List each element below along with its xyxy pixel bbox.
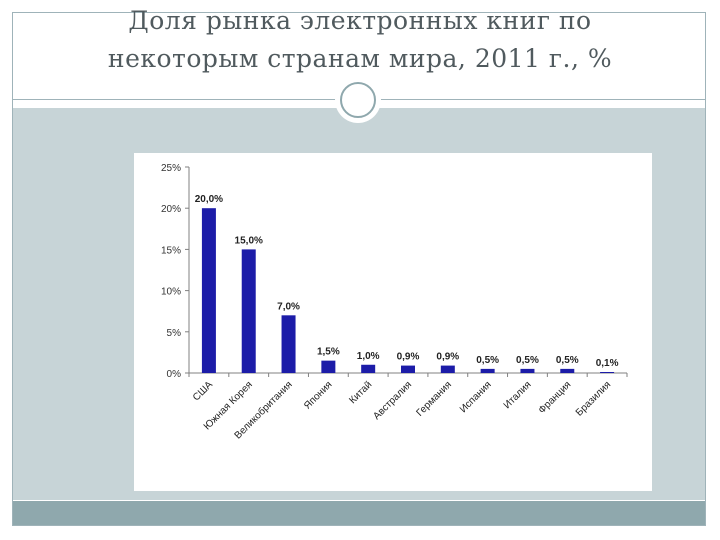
bar <box>520 368 535 373</box>
bar <box>281 315 296 373</box>
category-label: Бразилия <box>574 379 613 418</box>
bar <box>401 365 415 373</box>
chart-container: 0% 5% 10% 15% 20% 25% 20,0% США 15,0% Южная Корея… <box>134 153 652 491</box>
bar <box>560 368 575 373</box>
bar <box>201 208 216 373</box>
data-label: 0,5% <box>556 355 579 366</box>
bar <box>440 365 455 373</box>
category-label: Франция <box>537 379 574 416</box>
y-tick-label: 15% <box>161 245 181 256</box>
bar <box>480 368 495 373</box>
data-label: 20,0% <box>195 194 223 205</box>
category-label: Испания <box>458 379 494 415</box>
data-label: 1,0% <box>357 351 380 362</box>
data-label: 1,5% <box>317 347 340 358</box>
y-tick-label: 5% <box>167 328 182 339</box>
footer-bar <box>13 501 705 525</box>
circle-ornament-icon <box>335 77 381 123</box>
bar <box>361 364 376 373</box>
category-label: Германия <box>414 379 453 418</box>
ring-icon <box>340 82 376 118</box>
bar <box>241 249 256 373</box>
data-label: 15,0% <box>235 235 263 246</box>
y-tick-label: 10% <box>161 287 181 298</box>
category-label: США <box>191 379 215 403</box>
category-label: Италия <box>502 379 534 411</box>
data-label: 0,5% <box>476 355 499 366</box>
category-label: Китай <box>347 379 374 406</box>
data-label: 0,9% <box>397 352 420 363</box>
data-label: 0,1% <box>596 358 619 369</box>
data-label: 0,9% <box>436 352 459 363</box>
title-line-1: Доля рынка электронных книг по <box>128 6 592 35</box>
category-label: Япония <box>302 379 334 411</box>
y-tick-label: 25% <box>161 163 181 174</box>
y-tick-label: 0% <box>167 369 182 380</box>
y-tick-label: 20% <box>161 204 181 215</box>
category-label: Австралия <box>371 379 414 422</box>
bar <box>321 360 336 373</box>
data-label: 7,0% <box>277 301 300 312</box>
title-line-2: некоторым странам мира, 2011 г., % <box>107 44 613 73</box>
data-label: 0,5% <box>516 355 539 366</box>
bar <box>600 372 615 373</box>
slide-title: Доля рынка электронных книг по некоторым… <box>0 2 720 78</box>
